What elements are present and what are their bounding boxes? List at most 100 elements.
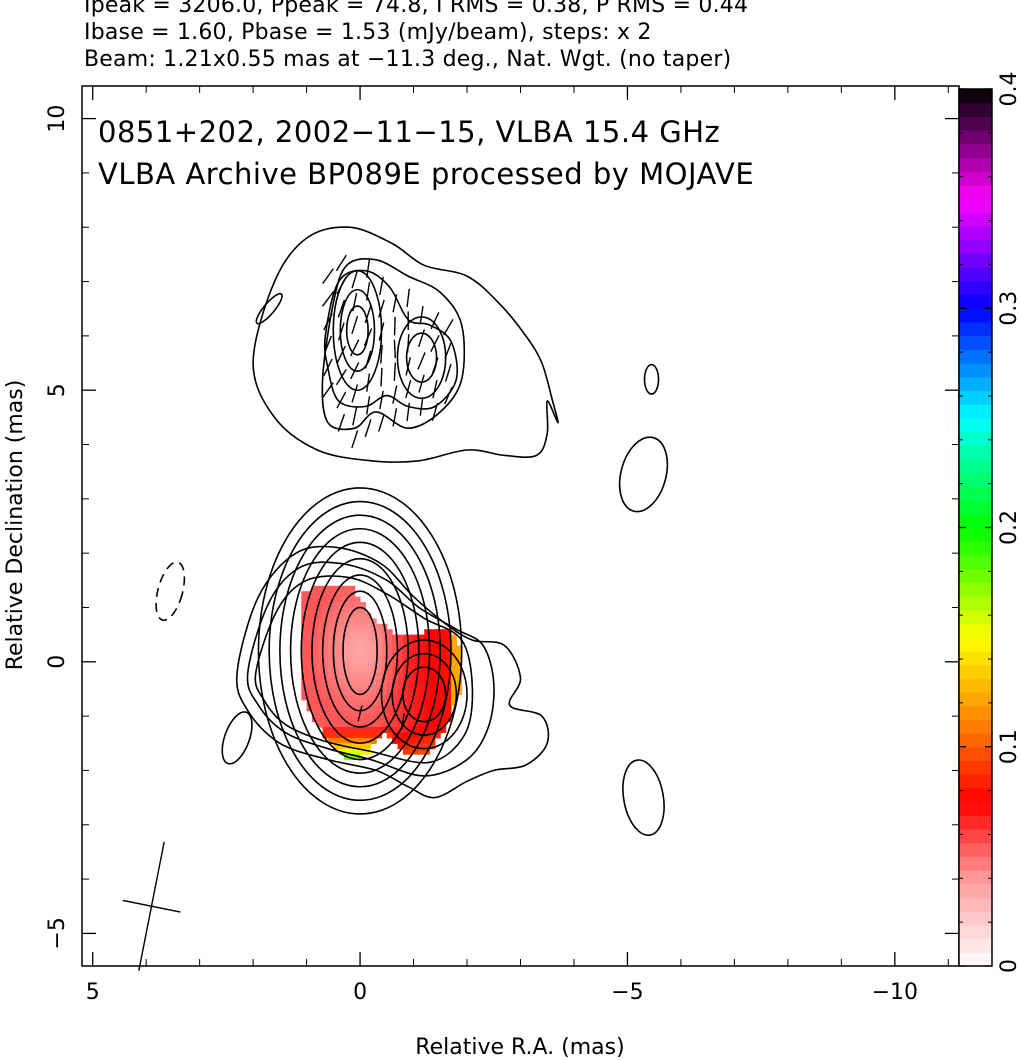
pol-cell [338,656,345,663]
pol-cell [338,650,345,657]
pol-cell [392,699,399,706]
pol-cell [333,607,340,614]
pol-cell [333,743,340,750]
pol-cell [402,650,409,657]
pol-cell [322,661,329,668]
pol-cell [370,661,377,668]
pol-cell [317,656,324,663]
evpa-vector [335,369,347,386]
pol-cell [434,629,441,636]
pol-cell [424,634,431,641]
pol-cell [344,602,350,608]
evpa-vector [419,397,424,416]
evpa-vector [366,282,371,301]
pol-cell [365,732,372,739]
contour-negative [155,561,186,622]
pol-cell [408,716,415,723]
pol-cell [376,705,382,712]
pol-cell [349,727,356,733]
pol-cell [328,710,334,717]
evpa-vector [419,305,424,325]
evpa-vector [336,391,347,409]
evpa-vector [379,276,384,296]
beam-cross [122,841,181,971]
colorbar-band [959,431,992,446]
pol-cell [413,667,420,674]
pol-cell [344,748,350,755]
pol-cell [322,634,329,641]
pol-cell [360,618,366,625]
y-axis-ticks: 10 5 0 −5 [45,105,959,950]
pol-cell [344,634,350,641]
evpa-vector [364,350,372,369]
pol-cell [370,629,377,636]
colorbar-band [959,404,992,419]
pol-cell [418,737,425,744]
pol-cell [338,710,345,717]
pol-cell [333,596,340,603]
colorbar-band [959,212,992,227]
pol-cell [328,727,334,733]
pol-cell [386,629,393,636]
pol-cell [402,732,409,739]
pol-cell [402,737,409,744]
pol-cell [301,591,308,598]
pol-cell [328,737,334,744]
evpa-vector [337,413,346,432]
pol-cell [317,640,324,647]
evpa-vector [417,352,426,370]
pol-cell [349,661,356,668]
pol-cell [338,694,345,701]
pol-cell [333,585,340,592]
pol-cell [392,727,399,733]
pol-cell [360,689,366,695]
pol-cell [376,661,382,668]
colorbar-band [959,678,992,693]
pol-cell [392,640,399,647]
colorbar [958,88,993,967]
pol-cell [434,650,441,657]
contour-upper-core [345,305,369,356]
colorbar-band [959,513,992,529]
pol-cell [376,667,382,674]
pol-cell [306,623,313,630]
pol-cell [354,672,361,679]
colorbar-band [959,102,992,117]
pol-cell [349,678,356,685]
contour-core [279,514,442,788]
pol-cell [360,705,366,712]
pol-cell [328,596,334,603]
pol-cell [322,602,329,608]
pol-cell [322,607,329,614]
pol-cell [386,727,393,733]
pol-cell [397,737,404,744]
pol-cell [418,678,425,685]
pol-cell [360,667,366,674]
colorbar-band [959,938,992,953]
pol-cell [445,661,452,668]
pol-cell [311,650,318,657]
pol-cell [328,661,334,668]
pol-cell [333,640,340,647]
pol-cell [451,689,457,695]
pol-cell [349,732,356,739]
colorbar-band [959,883,992,899]
pol-cell [418,661,425,668]
evpa-vector [405,357,411,376]
pol-cell [322,705,329,712]
pol-cell [349,716,356,723]
pol-cell [349,667,356,674]
pol-cell [322,645,329,652]
pol-cell [445,656,452,663]
pol-cell [333,699,340,706]
pol-cell [328,716,334,723]
pol-cell [365,678,372,685]
pol-cell [365,716,372,723]
pol-cell [306,678,313,685]
pol-cell [301,623,308,630]
pol-cell [408,689,415,695]
pol-cell [440,683,447,690]
x-axis-ticks: 5 0 −5 −10 [86,86,949,1005]
evpa-vector [352,293,358,312]
pol-cell [338,661,345,668]
